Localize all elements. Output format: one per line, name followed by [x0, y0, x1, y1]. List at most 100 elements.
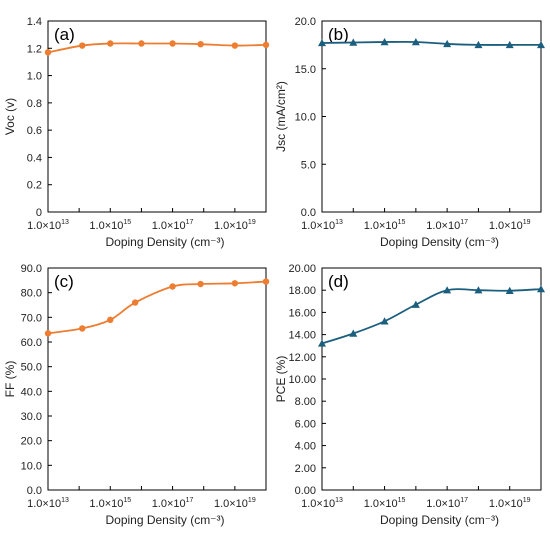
y-axis-title: Voc (v) — [3, 98, 17, 135]
data-point — [318, 339, 326, 347]
y-tick-label: 0.2 — [27, 180, 42, 192]
data-point — [231, 280, 239, 287]
y-tick-label: 16.00 — [288, 307, 316, 319]
data-point — [380, 317, 389, 325]
data-point — [411, 300, 420, 308]
x-axis-title: Doping Density (cm⁻³) — [105, 235, 224, 249]
y-tick-label: 20.0 — [21, 436, 42, 448]
y-tick-label: 40.0 — [21, 386, 42, 398]
y-tick-label: 0.8 — [27, 98, 42, 110]
y-tick-label: 10.0 — [21, 460, 42, 472]
data-point — [79, 325, 86, 332]
plot-frame — [321, 267, 542, 491]
data-point — [262, 278, 270, 285]
data-point — [44, 49, 52, 56]
data-point — [349, 38, 358, 46]
y-tick-label: 50.0 — [21, 362, 42, 374]
x-tick-label: 1.0×1015 — [89, 497, 131, 510]
data-point — [380, 38, 389, 46]
y-tick-label: 6.00 — [295, 418, 316, 430]
x-tick-label: 1.0×1013 — [27, 219, 69, 232]
data-point — [262, 41, 270, 49]
panel-label: (c) — [54, 272, 74, 291]
y-tick-label: 80.0 — [21, 288, 42, 300]
plot-frame — [47, 267, 267, 491]
data-point — [169, 283, 176, 290]
x-tick-label: 1.0×1017 — [426, 219, 468, 232]
chart-panel-1: (a) 0 0.2 0.4 0.6 0.8 1.0 1.2 1.4 1.0×1013 1.0×101… — [3, 16, 270, 249]
data-point — [537, 285, 545, 293]
data-point — [107, 40, 114, 47]
y-tick-label: 70.0 — [21, 312, 42, 324]
x-tick-label: 1.0×1015 — [364, 219, 406, 232]
y-tick-label: 0.0 — [27, 485, 42, 497]
x-tick-label: 1.0×1015 — [364, 497, 406, 510]
chart-panel-3: (c) 0.0 10.0 20.0 30.0 40.0 50.0 60.0 70.0 80.0 90… — [3, 263, 270, 527]
data-point — [505, 286, 514, 294]
data-point — [474, 40, 483, 49]
y-tick-label: 0.00 — [295, 485, 316, 497]
data-point — [474, 286, 483, 294]
data-point — [138, 40, 145, 47]
data-point — [505, 40, 514, 49]
data-point — [349, 329, 358, 337]
x-tick-label: 1.0×1019 — [489, 219, 531, 232]
data-point — [231, 42, 239, 49]
data-point — [443, 39, 452, 48]
data-point — [411, 38, 420, 46]
y-tick-label: 10.00 — [288, 374, 316, 386]
x-tick-label: 1.0×1017 — [152, 219, 194, 232]
y-tick-label: 1.0 — [27, 71, 42, 83]
x-tick-label: 1.0×1019 — [214, 497, 256, 510]
y-tick-label: 10.0 — [295, 112, 316, 124]
plot-frame — [47, 20, 267, 213]
y-tick-label: 30.0 — [21, 411, 42, 423]
y-tick-label: 14.00 — [288, 330, 316, 342]
x-tick-label: 1.0×1019 — [489, 497, 531, 510]
y-tick-label: 90.0 — [21, 263, 42, 275]
x-axis-title: Doping Density (cm⁻³) — [380, 235, 499, 249]
data-point — [107, 316, 114, 323]
y-tick-label: 5.0 — [301, 159, 316, 171]
y-tick-label: 12.00 — [288, 352, 316, 364]
y-tick-label: 2.00 — [295, 463, 316, 475]
data-point — [197, 280, 204, 288]
series-line — [47, 280, 267, 335]
y-axis-title: PCE (%) — [274, 356, 288, 403]
y-tick-label: 20.00 — [288, 263, 316, 275]
y-tick-label: 1.4 — [27, 16, 42, 28]
x-tick-label: 1.0×1017 — [152, 497, 194, 510]
x-axis-title: Doping Density (cm⁻³) — [380, 513, 499, 527]
y-tick-label: 18.00 — [288, 285, 316, 297]
plot-frame — [321, 20, 542, 213]
panel-label: (b) — [328, 25, 349, 44]
data-point — [169, 40, 176, 47]
y-tick-label: 20.0 — [295, 16, 316, 28]
y-axis-title: Jsc (mA/cm²) — [274, 81, 288, 152]
y-axis-title: FF (%) — [3, 361, 17, 398]
data-point — [318, 38, 326, 47]
data-point — [443, 286, 452, 294]
data-point — [537, 40, 545, 49]
y-tick-label: 0 — [36, 207, 42, 219]
y-tick-label: 0.6 — [27, 125, 42, 137]
x-tick-label: 1.0×1019 — [214, 219, 256, 232]
data-point — [44, 330, 52, 337]
y-tick-label: 0.4 — [27, 152, 42, 164]
y-tick-label: 0.0 — [301, 207, 316, 219]
chart-panel-2: (b) 0.0 5.0 10.0 15.0 20.0 1.0×1013 1.0×1015 1.0… — [274, 16, 545, 249]
x-tick-label: 1.0×1017 — [426, 497, 468, 510]
panel-label: (a) — [54, 25, 75, 44]
data-point — [197, 40, 204, 48]
y-tick-label: 1.2 — [27, 43, 42, 55]
panel-label: (d) — [328, 272, 349, 291]
y-tick-label: 8.00 — [295, 396, 316, 408]
y-tick-label: 15.0 — [295, 64, 316, 76]
x-tick-label: 1.0×1013 — [301, 219, 343, 232]
y-tick-label: 4.00 — [295, 441, 316, 453]
x-axis-title: Doping Density (cm⁻³) — [105, 513, 224, 527]
chart-panel-4: (d) 0.00 2.00 4.00 6.00 8.00 10.00 12.00 14.00 16… — [274, 263, 545, 527]
series-line — [321, 288, 542, 345]
x-tick-label: 1.0×1013 — [27, 497, 69, 510]
